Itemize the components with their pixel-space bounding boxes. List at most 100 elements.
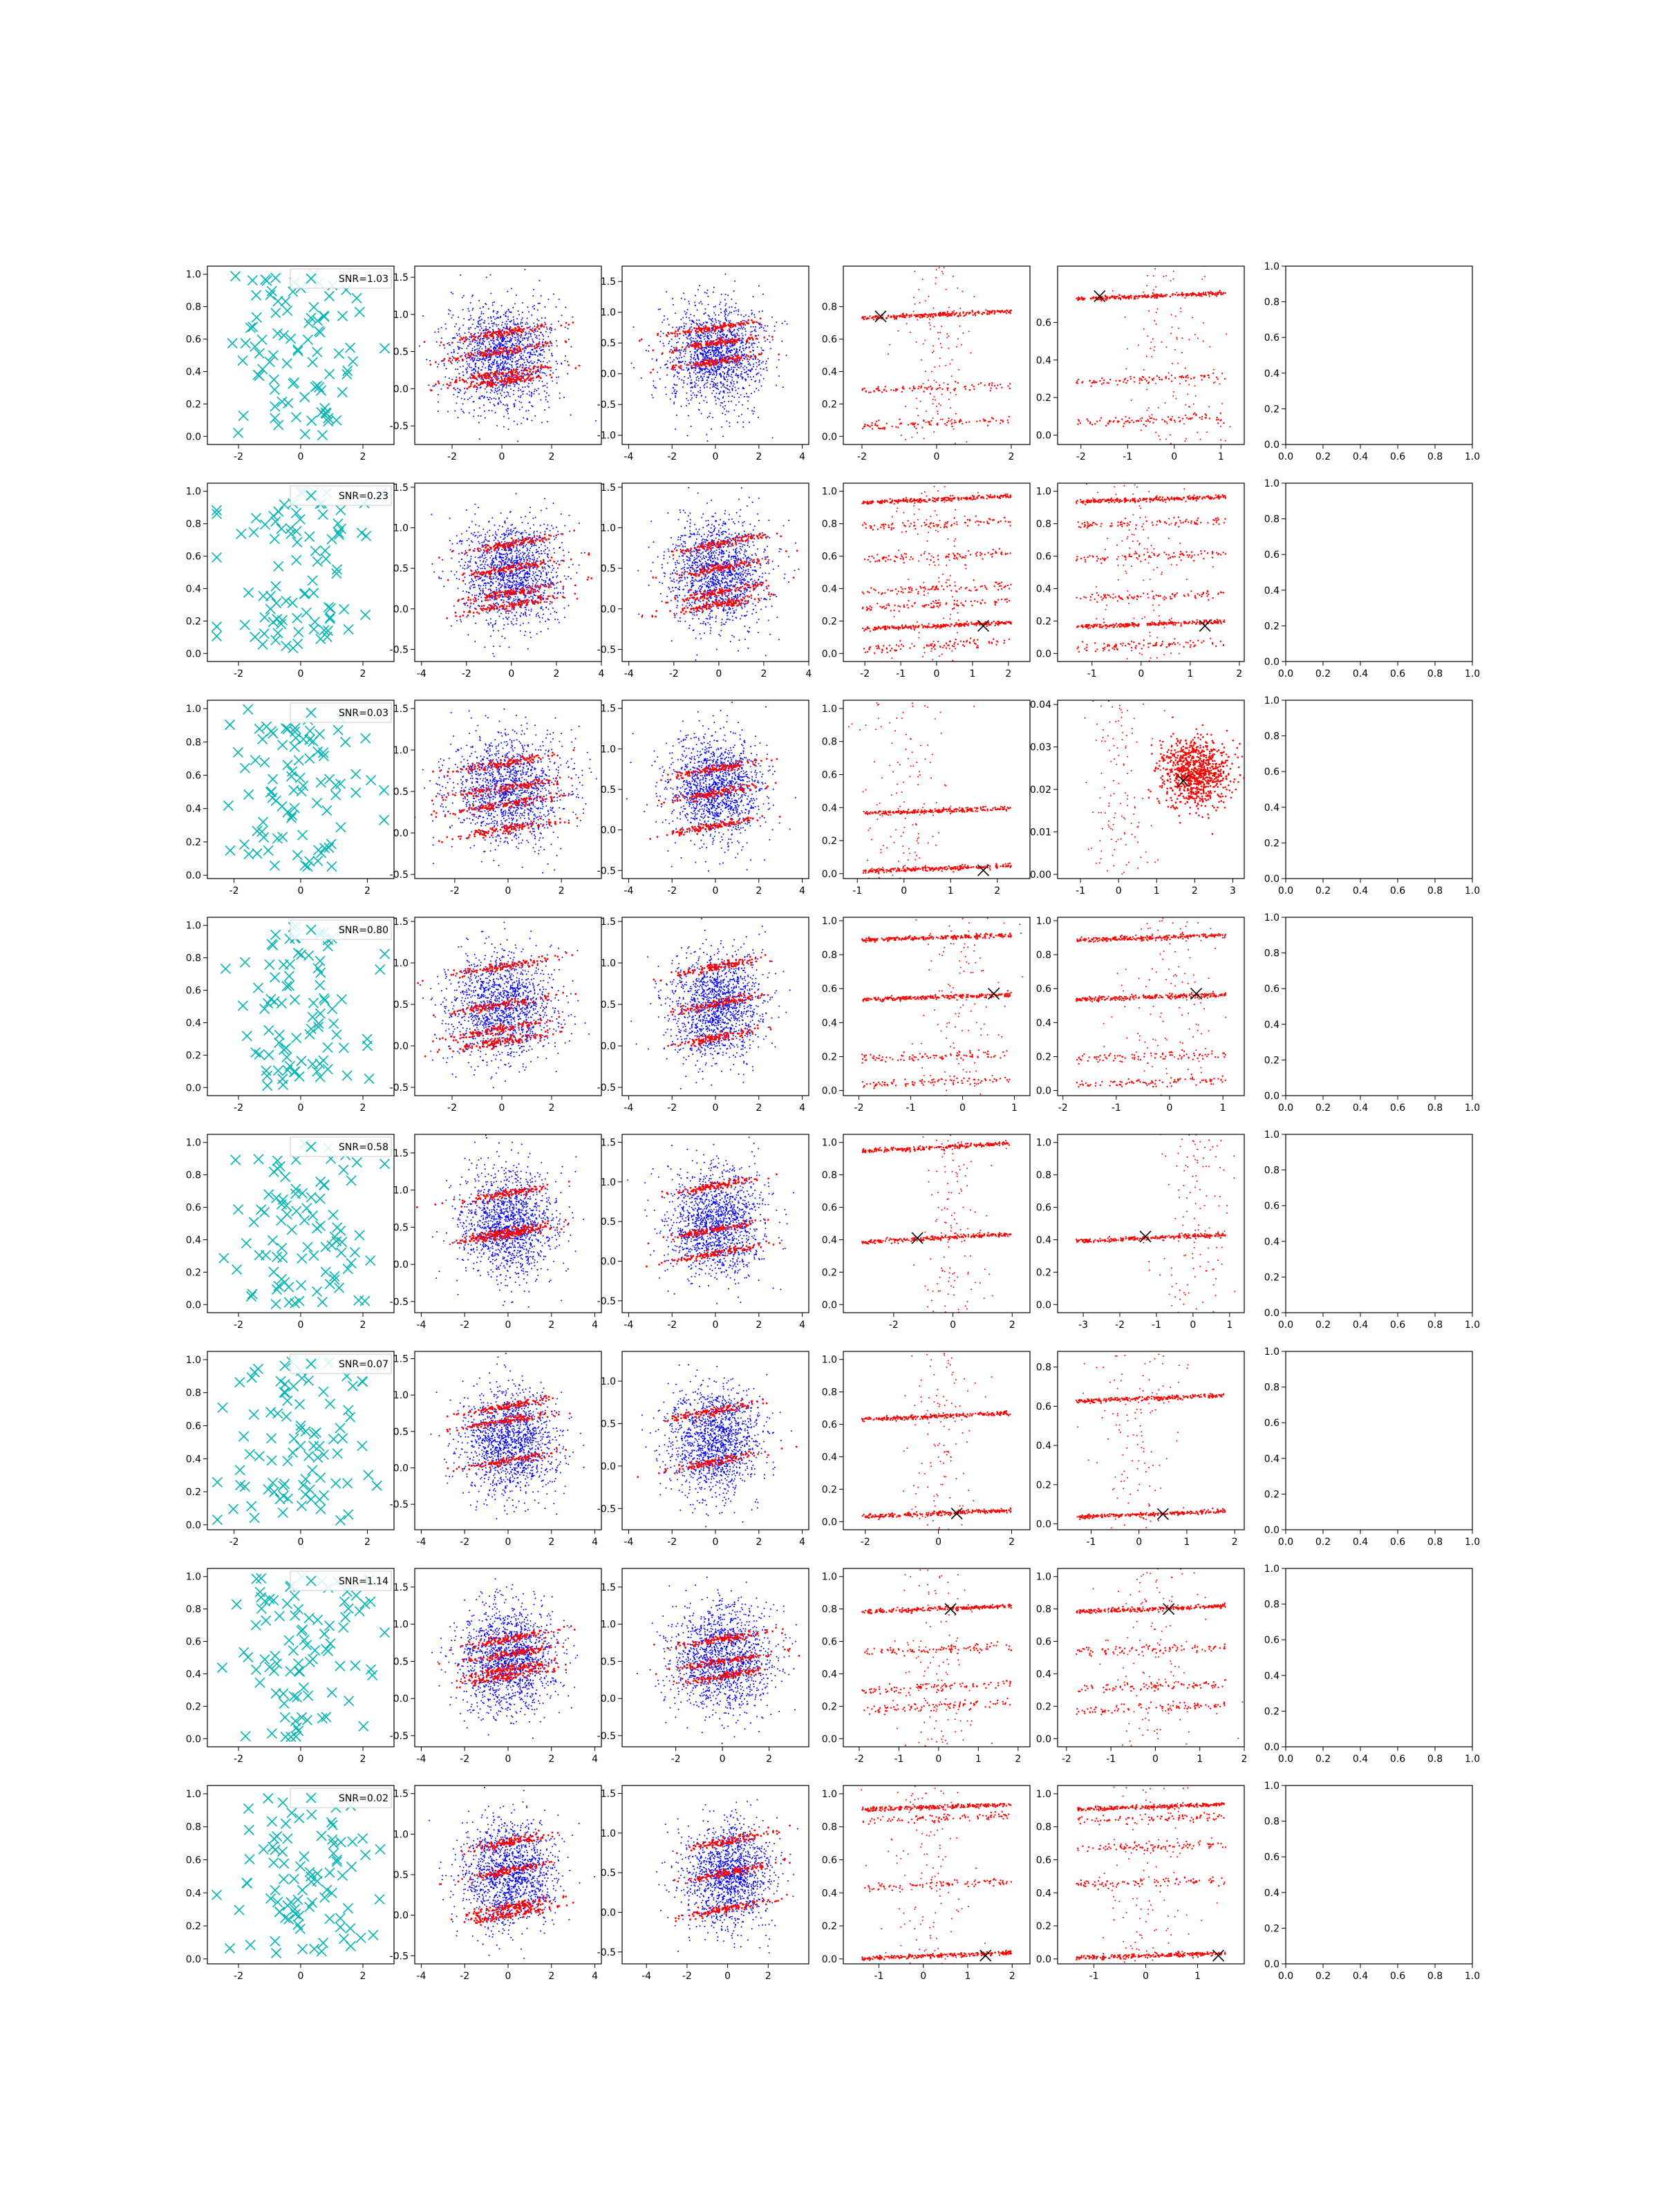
data-point [1009, 310, 1011, 313]
axes-frame [843, 265, 1031, 445]
data-point [879, 389, 881, 392]
data-point [722, 412, 724, 414]
data-point [485, 328, 487, 330]
data-point [531, 392, 533, 394]
data-point [751, 410, 753, 412]
data-point [500, 359, 502, 361]
data-point [544, 341, 547, 344]
data-point [683, 322, 685, 324]
data-point [503, 426, 505, 428]
data-point [470, 373, 473, 375]
data-point [1106, 296, 1109, 298]
data-point [504, 357, 506, 359]
data-point [675, 414, 677, 416]
data-point [677, 357, 679, 359]
data-point [500, 395, 503, 397]
data-point [507, 428, 509, 430]
data-point [962, 422, 964, 425]
data-point [754, 358, 756, 360]
data-point [688, 330, 690, 333]
data-point [497, 349, 499, 351]
data-point [500, 315, 502, 317]
data-point [517, 366, 519, 368]
data-point [475, 371, 477, 373]
data-point [684, 353, 686, 355]
data-point [752, 326, 754, 328]
data-point [935, 269, 937, 271]
data-point [737, 365, 739, 367]
data-point [496, 391, 498, 393]
data-point [676, 391, 678, 393]
data-point [494, 359, 496, 361]
data-point [762, 361, 764, 363]
data-point [1165, 438, 1168, 440]
y-tick-label: 0.5 [601, 338, 616, 349]
data-point [490, 366, 492, 368]
data-point [686, 397, 688, 400]
data-point [1208, 293, 1210, 295]
data-point [944, 312, 946, 314]
data-point [1163, 276, 1165, 278]
data-point [484, 320, 486, 322]
data-point [1208, 406, 1210, 408]
data-point [1187, 393, 1189, 395]
data-point [1215, 419, 1218, 421]
data-point [347, 356, 359, 367]
data-point [437, 401, 439, 403]
data-point [709, 328, 711, 331]
data-point [1101, 377, 1103, 379]
data-point [503, 326, 505, 328]
data-point [954, 442, 956, 444]
data-point [684, 310, 686, 312]
data-point [714, 396, 716, 398]
data-point [724, 312, 726, 314]
data-point [736, 363, 738, 365]
data-point [962, 332, 964, 334]
data-point [706, 327, 709, 330]
panel-r2-c1: -2 0 20.00.20.40.60.81.0 SNR=0.23 [186, 482, 395, 679]
y-tick-label: -0.5 [390, 421, 409, 432]
data-point [545, 375, 547, 377]
data-point [672, 386, 674, 388]
data-point [449, 344, 451, 346]
data-point [356, 527, 367, 538]
x-tick-label: 0.4 [1353, 451, 1368, 462]
data-point [442, 344, 445, 346]
data-point [474, 373, 476, 375]
data-point [1197, 431, 1199, 433]
data-point [1165, 375, 1167, 377]
data-point [523, 380, 526, 383]
data-point [518, 373, 520, 375]
data-point [319, 402, 330, 414]
data-point [475, 366, 477, 368]
data-point [426, 359, 428, 361]
data-point [702, 332, 704, 335]
data-point [700, 375, 702, 377]
data-point [480, 381, 483, 383]
data-point [712, 417, 714, 419]
data-point [530, 405, 532, 407]
data-point [479, 396, 481, 398]
data-point [483, 332, 485, 334]
data-point [655, 387, 657, 389]
data-point [1172, 270, 1174, 272]
data-point [527, 339, 529, 341]
data-point [317, 429, 328, 441]
data-point [460, 274, 462, 276]
data-point [924, 386, 926, 389]
data-point [1217, 378, 1219, 380]
data-point [1202, 322, 1204, 324]
data-point [691, 353, 693, 355]
data-point [704, 357, 706, 359]
data-point [551, 328, 553, 330]
data-point [468, 412, 470, 414]
data-point [679, 332, 681, 335]
data-point [489, 350, 491, 353]
data-point [1185, 438, 1187, 440]
data-point [508, 351, 511, 353]
data-point [536, 323, 538, 325]
data-point [695, 331, 698, 334]
data-point [738, 357, 741, 360]
data-point [1154, 319, 1156, 321]
data-point [467, 352, 469, 355]
